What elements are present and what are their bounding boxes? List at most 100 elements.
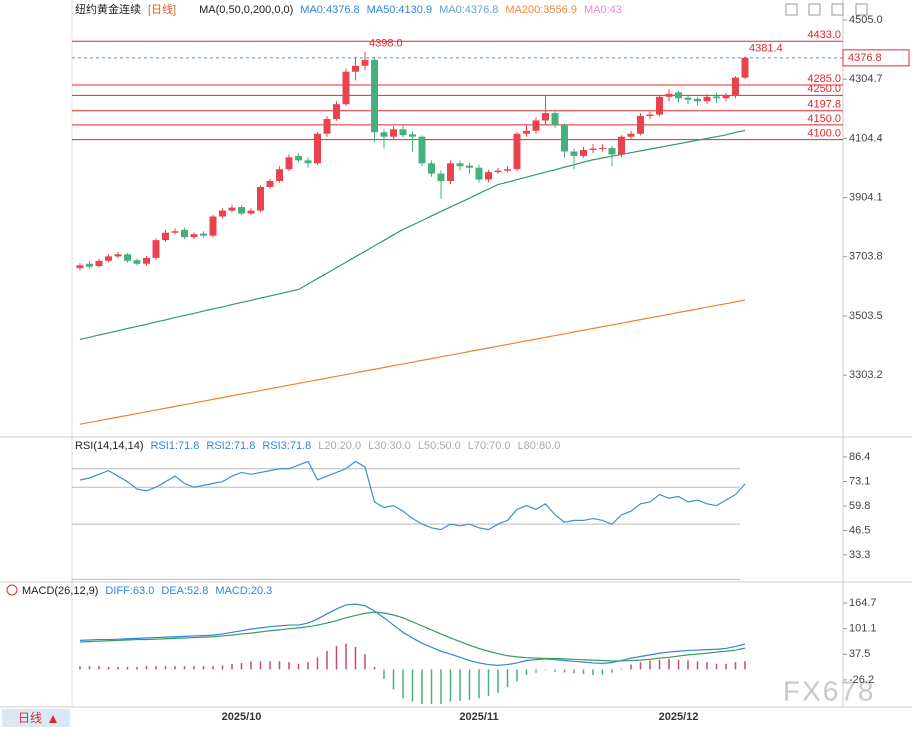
macd-line bbox=[79, 603, 746, 666]
macd-bar bbox=[468, 669, 471, 700]
macd-bar bbox=[183, 666, 186, 670]
candle-body bbox=[152, 240, 160, 258]
tool-icon[interactable] bbox=[855, 3, 868, 16]
macd-bar bbox=[126, 666, 129, 670]
macd-bar bbox=[459, 669, 461, 701]
candle-body bbox=[532, 120, 540, 131]
panel-title: MACD(26,12,9) bbox=[22, 585, 98, 597]
candle-body bbox=[418, 136, 426, 164]
candle-body bbox=[570, 151, 578, 156]
macd-bar bbox=[725, 663, 727, 670]
candle-body bbox=[637, 116, 644, 134]
macd-bar bbox=[554, 669, 556, 672]
period-button-label[interactable]: 日线 bbox=[18, 711, 42, 725]
tool-icon[interactable] bbox=[785, 3, 798, 16]
macd-bar bbox=[231, 663, 233, 670]
macd-bar bbox=[164, 666, 167, 670]
y-tick-label: 3904.1 bbox=[849, 191, 883, 203]
candle-body bbox=[342, 71, 350, 105]
legend-entry: RSI2:71.8 bbox=[206, 440, 255, 452]
candle-body bbox=[580, 150, 587, 156]
macd-bar bbox=[383, 669, 385, 680]
candle-body bbox=[409, 134, 416, 137]
candle-body bbox=[599, 147, 606, 149]
candle-body bbox=[238, 207, 245, 214]
macd-bar bbox=[345, 643, 347, 670]
macd-bar bbox=[649, 660, 651, 670]
macd-bar bbox=[506, 669, 509, 688]
macd-bar bbox=[535, 669, 537, 673]
last-price-box bbox=[842, 49, 910, 67]
settings-icon[interactable] bbox=[6, 584, 18, 596]
last-price-label: 4376.8 bbox=[848, 52, 882, 64]
y-tick-label: 59.8 bbox=[849, 500, 870, 512]
macd-bar bbox=[449, 669, 452, 702]
x-tick-label: 2025/11 bbox=[459, 711, 498, 723]
legend-entry: MA50:4130.9 bbox=[367, 4, 432, 16]
candle-body bbox=[76, 265, 84, 269]
candle-body bbox=[295, 155, 302, 161]
macd-bar bbox=[221, 665, 224, 670]
period-button-arrow[interactable] bbox=[49, 715, 57, 723]
y-tick-label: 3303.2 bbox=[849, 369, 883, 381]
candle-body bbox=[732, 77, 739, 96]
candle-body bbox=[713, 96, 720, 99]
price-level-label: 4433.0 bbox=[807, 29, 841, 41]
indicator-label: MA(0,50,0,200,0,0) bbox=[199, 4, 293, 16]
candle-body bbox=[437, 173, 445, 182]
watermark: FX678 bbox=[783, 675, 876, 706]
macd-bar bbox=[202, 666, 205, 670]
macd-bar bbox=[259, 661, 262, 670]
y-tick-label: 4304.7 bbox=[849, 73, 883, 85]
macd-bar bbox=[278, 661, 281, 670]
legend-entry: MA0:4376.8 bbox=[300, 4, 359, 16]
candle-body bbox=[361, 59, 369, 66]
candle-body bbox=[656, 96, 663, 115]
candle-body bbox=[485, 172, 492, 180]
tool-icon[interactable] bbox=[831, 3, 844, 16]
macd-bar bbox=[402, 669, 404, 699]
macd-bar bbox=[687, 660, 689, 670]
candle-body bbox=[551, 113, 559, 125]
macd-bar bbox=[744, 661, 746, 670]
macd-bar bbox=[354, 646, 357, 670]
macd-bar bbox=[706, 662, 708, 670]
macd-bar bbox=[288, 662, 290, 670]
macd-bar bbox=[611, 669, 613, 673]
candle-body bbox=[247, 210, 255, 214]
toolbar-icons bbox=[785, 3, 868, 16]
macd-bar bbox=[364, 654, 366, 670]
y-tick-label: 33.3 bbox=[849, 549, 870, 561]
legend-entry: DEA:52.8 bbox=[161, 585, 208, 597]
price-level-label: 4150.0 bbox=[807, 113, 841, 125]
candle-body bbox=[627, 133, 635, 137]
macd-bar bbox=[136, 666, 138, 670]
candle-body bbox=[618, 136, 625, 155]
price-level-label: 4197.8 bbox=[807, 99, 841, 111]
candle-body bbox=[276, 169, 283, 182]
macd-bar bbox=[297, 663, 300, 670]
legend-entry: L80:80.0 bbox=[518, 440, 561, 452]
macd-bar bbox=[373, 666, 376, 670]
macd-bar bbox=[525, 669, 528, 676]
candle-body bbox=[86, 263, 93, 267]
period-label: [日线] bbox=[148, 2, 176, 16]
candle-body bbox=[285, 157, 293, 170]
moving-average-line bbox=[79, 299, 746, 425]
macd-bar bbox=[316, 657, 319, 670]
macd-bar bbox=[516, 669, 518, 682]
macd-bar bbox=[250, 661, 252, 670]
macd-bar bbox=[582, 669, 585, 675]
legend-entry: MACD:20.3 bbox=[215, 585, 272, 597]
tool-icon[interactable] bbox=[808, 3, 821, 16]
legend-entry: L30:30.0 bbox=[368, 440, 411, 452]
price-level-label: 4250.0 bbox=[807, 83, 841, 95]
macd-line bbox=[79, 611, 746, 662]
candle-body bbox=[171, 231, 179, 233]
y-tick-label: 4505.0 bbox=[849, 14, 883, 26]
macd-bar bbox=[734, 662, 737, 670]
candle-body bbox=[646, 114, 654, 117]
y-tick-label: 86.4 bbox=[849, 451, 870, 463]
macd-bar bbox=[212, 666, 214, 670]
